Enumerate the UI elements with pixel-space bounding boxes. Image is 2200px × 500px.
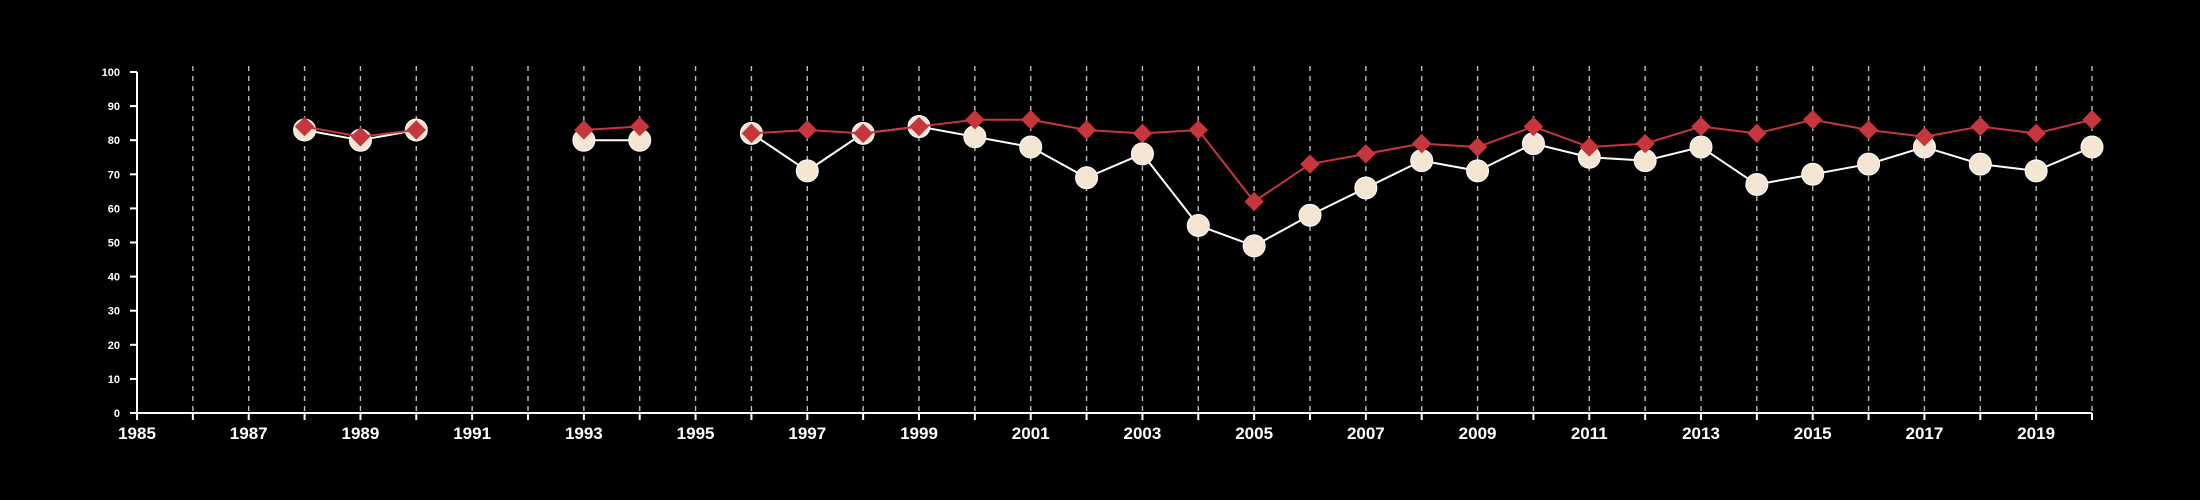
series-1-point-2018 [1968,152,1992,176]
series-2-point-1996 [741,123,762,144]
series-1-point-2004 [1186,213,1210,237]
series-2-point-1988 [294,116,315,137]
x-tick-label-1987: 1987 [230,424,268,443]
y-tick-label-100: 100 [102,67,120,79]
series-2-point-2002 [1076,120,1097,140]
series-2-point-1999 [909,116,929,137]
y-tick-label-70: 70 [108,169,120,181]
x-tick-label-2005: 2005 [1235,424,1273,443]
series-2-point-2004 [1188,120,1208,140]
series-1-point-2002 [1075,166,1099,190]
series-2-point-2008 [1412,133,1432,154]
x-tick-label-1989: 1989 [342,424,380,443]
x-tick-label-2001: 2001 [1012,424,1050,443]
series-2-point-2011 [1579,137,1599,157]
x-tick-label-1997: 1997 [788,424,826,443]
series-1-point-2013 [1689,135,1713,159]
y-tick-label-0: 0 [114,408,120,420]
series-2-point-1990 [406,120,426,140]
series-2-point-2014 [1747,123,1767,144]
series-2-point-2000 [965,110,985,130]
series-1-point-2003 [1130,142,1154,166]
series-2-point-2001 [1021,110,1041,130]
series-2-point-1997 [797,120,817,140]
series-2-point-1993 [574,120,594,140]
x-tick-label-2017: 2017 [1906,424,1944,443]
series-2-point-1989 [350,127,371,147]
series-2-point-2003 [1132,123,1153,144]
data-series [293,110,2104,258]
series-1-point-2001 [1019,135,1043,159]
x-tick-label-2019: 2019 [2017,424,2055,443]
series-2-point-2012 [1635,133,1655,154]
series-1-point-1997 [795,159,819,183]
series-1-point-2015 [1801,162,1825,186]
series-2-point-2019 [2026,123,2046,144]
y-tick-label-20: 20 [108,340,120,352]
series-1-point-2006 [1298,203,1322,227]
series-1-point-2019 [2024,159,2048,183]
series-2-point-1998 [853,123,873,144]
axes: 0 10 20 30 40 50 60 70 80 90 100 1985 1987 1989 1991 19… [102,67,2093,443]
x-tick-label-1991: 1991 [453,424,491,443]
y-tick-label-40: 40 [108,272,120,284]
series-2-point-2009 [1467,137,1488,157]
series-2-point-2017 [1914,127,1935,147]
x-tick-label-1985: 1985 [118,424,156,443]
series-2-point-1994 [630,116,650,137]
x-tick-label-1993: 1993 [565,424,603,443]
series-1-point-2020 [2080,135,2104,159]
y-tick-label-10: 10 [108,374,120,386]
series-2-point-2007 [1356,144,1376,164]
series-2 [294,110,2102,212]
series-2-point-2020 [2082,110,2102,130]
x-tick-label-2015: 2015 [1794,424,1832,443]
series-2-point-2010 [1523,116,1544,137]
x-tick-label-2007: 2007 [1347,424,1385,443]
y-tick-label-30: 30 [108,306,120,318]
series-2-point-2018 [1970,116,1990,137]
series-1 [293,115,2104,258]
series-2-point-2016 [1858,120,1879,140]
series-1-point-2007 [1354,176,1378,200]
series-2-point-2015 [1803,110,1823,130]
y-tick-label-50: 50 [108,238,120,250]
y-tick-label-90: 90 [108,101,120,113]
series-2-point-2005 [1244,191,1264,212]
x-tick-label-2003: 2003 [1124,424,1162,443]
series-1-point-2014 [1745,173,1769,197]
x-tick-label-2013: 2013 [1682,424,1720,443]
series-1-point-2005 [1242,234,1266,258]
x-tick-label-2009: 2009 [1459,424,1497,443]
grid-lines [192,66,2093,413]
series-2-point-2006 [1300,154,1320,174]
y-tick-label-80: 80 [108,135,120,147]
x-tick-label-1995: 1995 [677,424,715,443]
series-2-point-2013 [1691,116,1711,137]
series-1-point-2016 [1857,152,1881,176]
y-tick-label-60: 60 [108,203,120,215]
x-tick-label-2011: 2011 [1571,424,1608,443]
series-1-point-2009 [1466,159,1490,183]
x-tick-label-1999: 1999 [900,424,938,443]
series-2-line-segment-2 [583,125,640,131]
